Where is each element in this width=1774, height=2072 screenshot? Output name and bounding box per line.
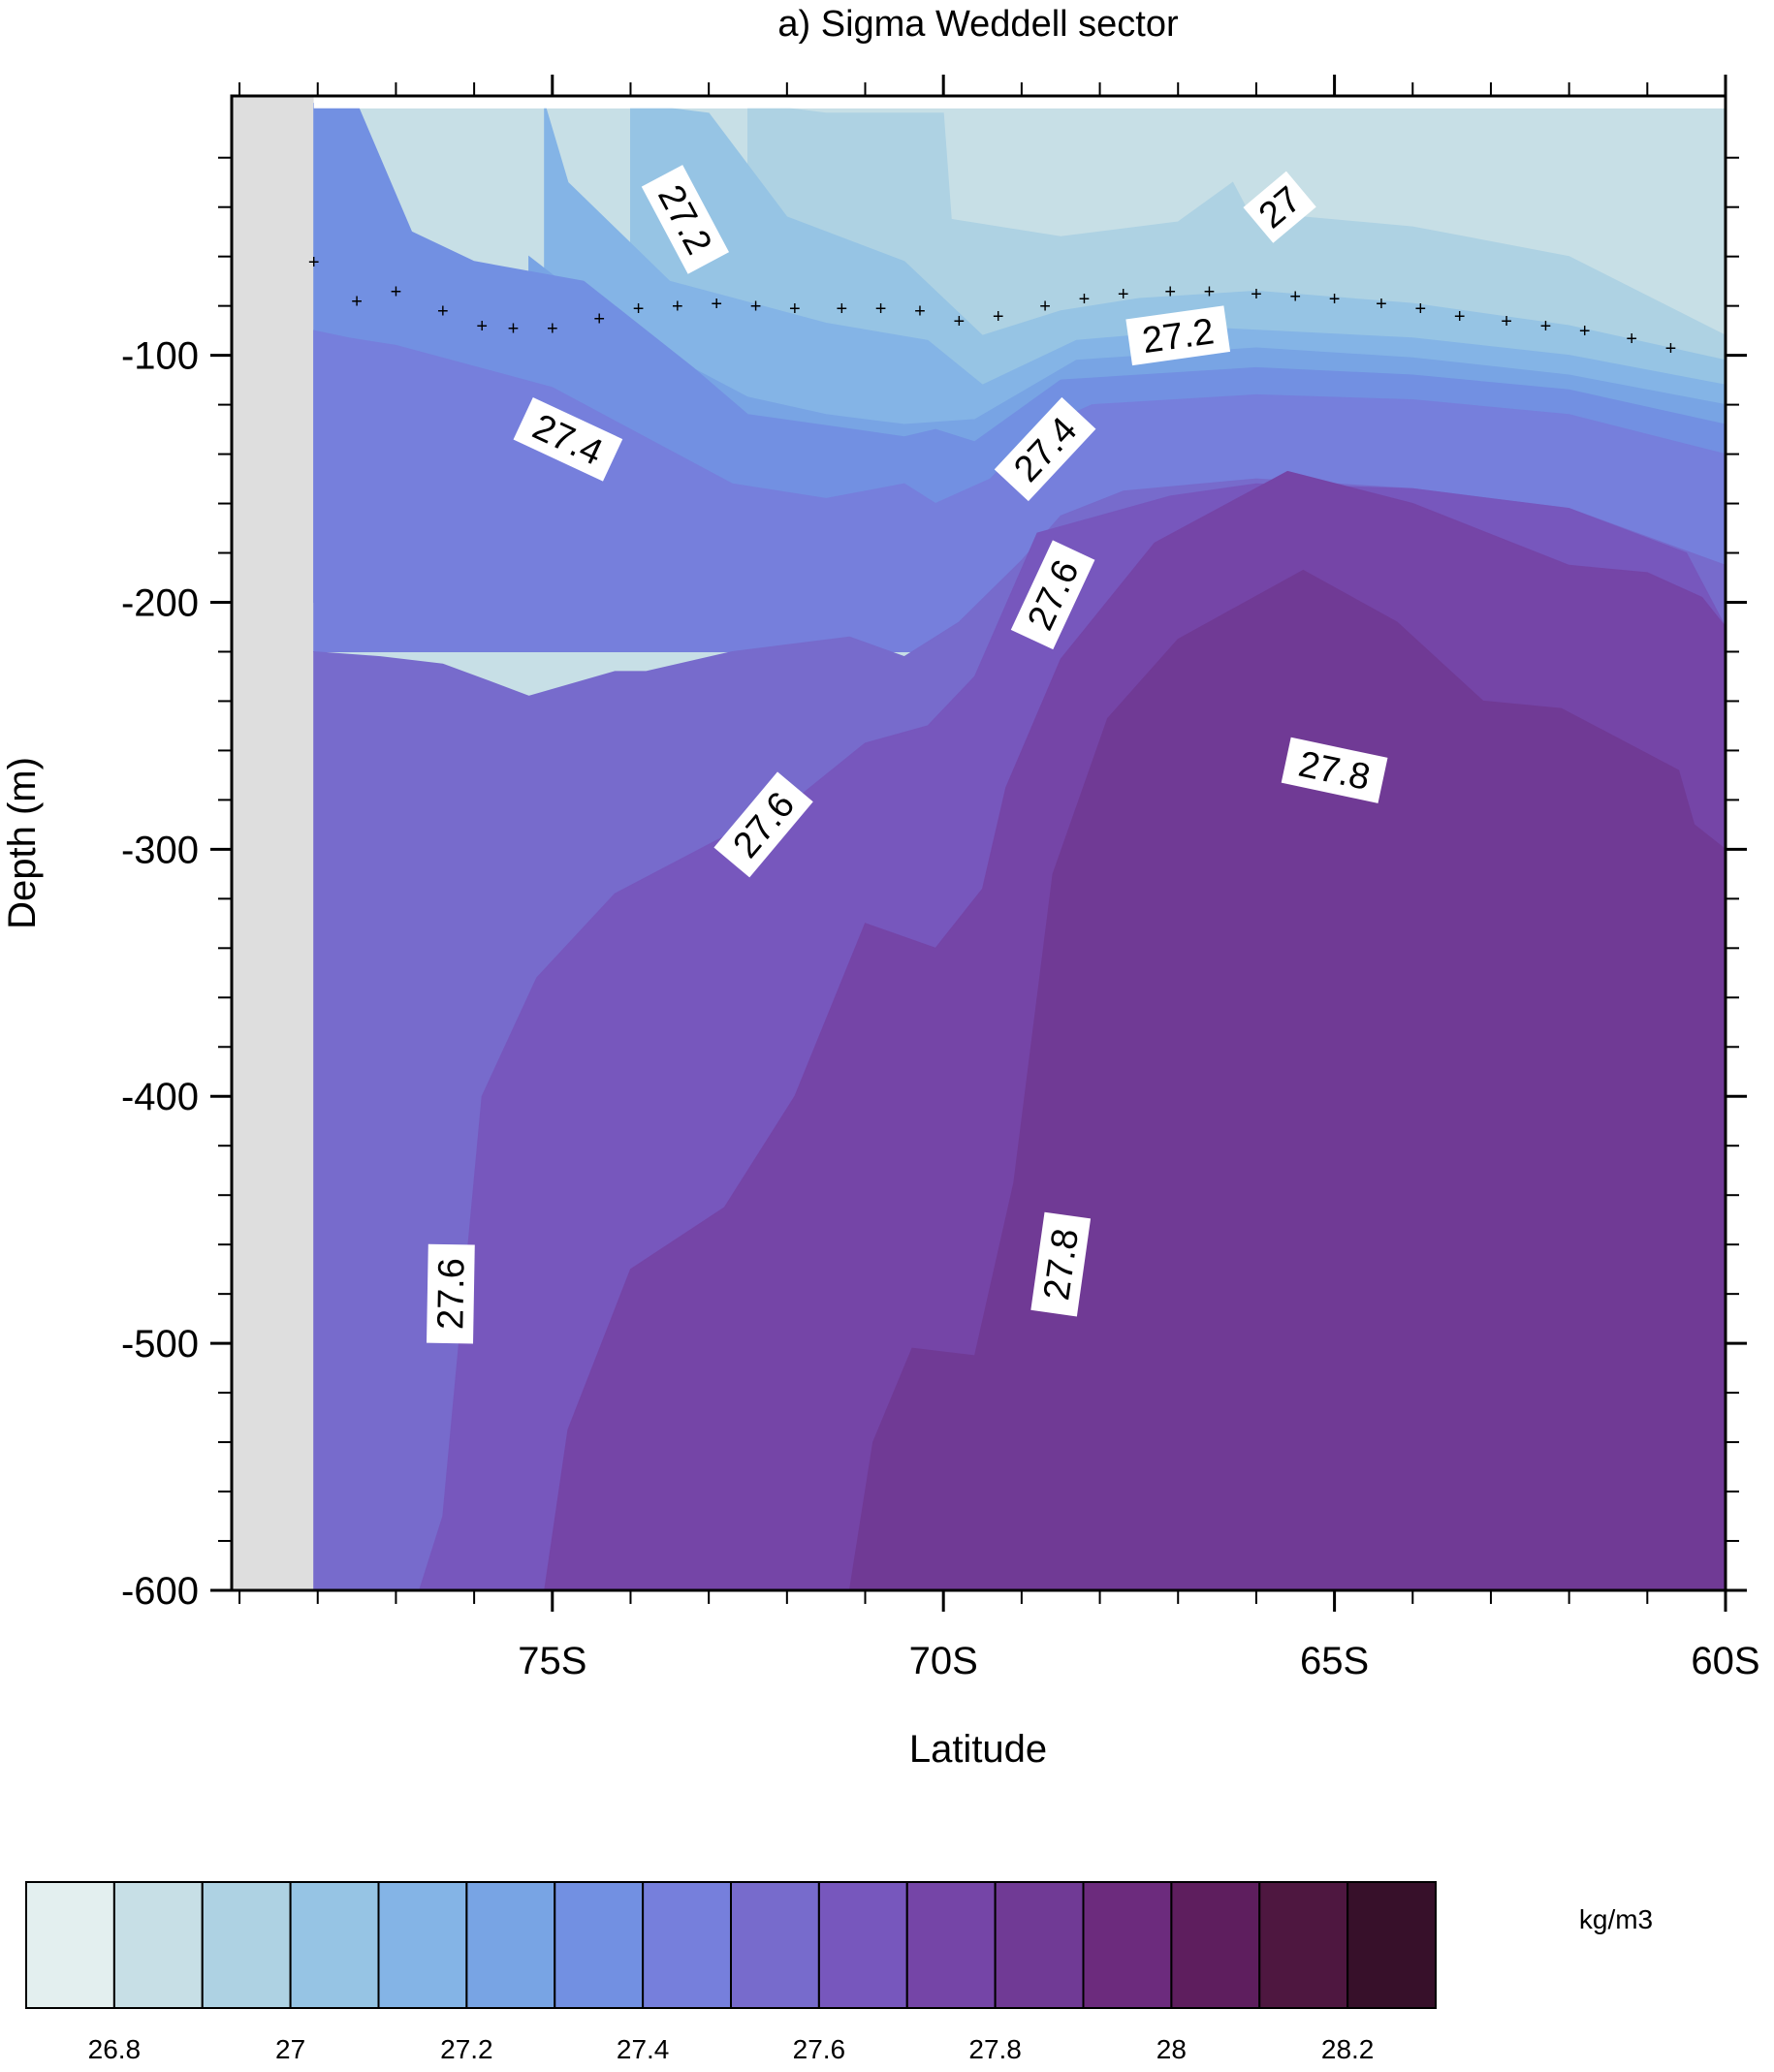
mld-marker: +: [508, 319, 520, 340]
mld-marker: +: [1579, 321, 1591, 342]
x-tick-label: 70S: [909, 1640, 978, 1682]
y-tick-label: -300: [121, 829, 199, 871]
x-tick-label: 75S: [518, 1640, 586, 1682]
y-axis-label: Depth (m): [1, 757, 44, 929]
mld-marker: +: [1329, 289, 1341, 310]
colorbar-box: [554, 1881, 645, 2009]
colorbar-box: [994, 1881, 1085, 2009]
mld-marker: +: [672, 297, 683, 318]
colorbar-tick-label: 27.8: [968, 2034, 1022, 2064]
contour-label-text: 27.2: [1140, 311, 1217, 361]
plot-frame: [230, 94, 1727, 1592]
mld-marker: +: [308, 252, 320, 273]
colorbar-tick-label: 28: [1156, 2034, 1187, 2064]
colorbar-box: [817, 1881, 908, 2009]
mld-marker: +: [437, 301, 449, 323]
mld-marker: +: [1540, 316, 1552, 337]
colorbar-box: [201, 1881, 292, 2009]
mld-marker: +: [1415, 298, 1427, 320]
colorbar-box: [642, 1881, 732, 2009]
colorbar-box: [289, 1881, 380, 2009]
colorbar-box: [1258, 1881, 1349, 2009]
mld-marker: +: [1204, 281, 1216, 302]
mld-marker: +: [836, 298, 847, 320]
x-axis-label: Latitude: [909, 1728, 1047, 1771]
mld-marker: +: [1079, 289, 1091, 310]
mld-marker: +: [476, 316, 488, 337]
mld-marker: +: [953, 311, 965, 332]
mld-marker: +: [1626, 329, 1637, 350]
contour-label: 27.8: [1030, 1211, 1092, 1317]
x-tick-label: 65S: [1300, 1640, 1369, 1682]
mld-marker: +: [993, 306, 1004, 328]
contour-label: 27.2: [1125, 305, 1231, 366]
surface-gap: [313, 96, 1726, 109]
mld-marker: +: [1665, 338, 1677, 360]
colorbar-tick-label: 28.2: [1321, 2034, 1375, 2064]
colorbar-tick-label: 26.8: [88, 2034, 142, 2064]
chart-title: a) Sigma Weddell sector: [777, 4, 1179, 45]
colorbar-box: [1170, 1881, 1261, 2009]
mld-marker: +: [1251, 284, 1262, 305]
contour-label-text: 27.6: [430, 1258, 472, 1331]
colorbar-box: [112, 1881, 204, 2009]
missing-data-region: [232, 96, 314, 1590]
colorbar: 26.8 27 27.2 27.4 27.6 27.8 28 28.2: [25, 1881, 1437, 2064]
colorbar-box: [377, 1881, 468, 2009]
colorbar-box: [905, 1881, 997, 2009]
y-tick-label: -100: [121, 335, 199, 378]
colorbar-tick-label: 27.2: [440, 2034, 493, 2064]
y-tick-label: -200: [121, 581, 199, 624]
colorbar-tick-label: 27: [275, 2034, 305, 2064]
y-tick-label: -400: [121, 1076, 199, 1118]
contour-label: 27.6: [427, 1243, 475, 1344]
mld-marker: +: [633, 298, 645, 320]
mld-marker: +: [875, 298, 887, 320]
mld-marker: +: [711, 294, 722, 315]
mld-marker: +: [1454, 306, 1466, 328]
contour-label: 27.8: [1281, 737, 1388, 803]
mld-marker: +: [1164, 281, 1176, 302]
contour-label-text: 27.8: [1036, 1226, 1087, 1303]
colorbar-box: [25, 1881, 115, 2009]
mld-marker: +: [1118, 284, 1129, 305]
mld-marker: +: [1376, 294, 1387, 315]
x-tick-label: 60S: [1691, 1640, 1759, 1682]
colorbar-box: [730, 1881, 820, 2009]
axis-ticks: [210, 75, 1747, 1612]
mld-marker: +: [914, 301, 926, 323]
y-tick-label: -600: [121, 1570, 199, 1613]
mld-marker: +: [593, 308, 605, 330]
colorbar-tick-label: 27.6: [793, 2034, 846, 2064]
colorbar-box: [1346, 1881, 1437, 2009]
mld-marker: +: [547, 319, 558, 340]
contour-band-28: [848, 569, 1726, 1590]
mld-marker: +: [391, 281, 402, 302]
mixed-layer-depth-markers: + + + + + + + + + + + + + + + + + + + + + + + + + + + + + + + + + +: [308, 252, 1676, 360]
mld-marker: +: [789, 298, 801, 320]
mld-marker: +: [1501, 311, 1512, 332]
mld-marker: +: [750, 297, 762, 318]
mld-marker: +: [1039, 297, 1051, 318]
mld-marker: +: [351, 292, 363, 313]
y-tick-label: -500: [121, 1323, 199, 1366]
colorbar-box: [1082, 1881, 1173, 2009]
colorbar-unit-label: kg/m3: [1579, 1904, 1653, 1934]
mld-marker: +: [1289, 286, 1301, 307]
y-tick-labels: -100 -200 -300 -400 -500 -600: [121, 335, 199, 1613]
colorbar-box: [465, 1881, 556, 2009]
x-tick-labels: 75S 70S 65S 60S: [518, 1640, 1759, 1682]
colorbar-tick-label: 27.4: [617, 2034, 670, 2064]
